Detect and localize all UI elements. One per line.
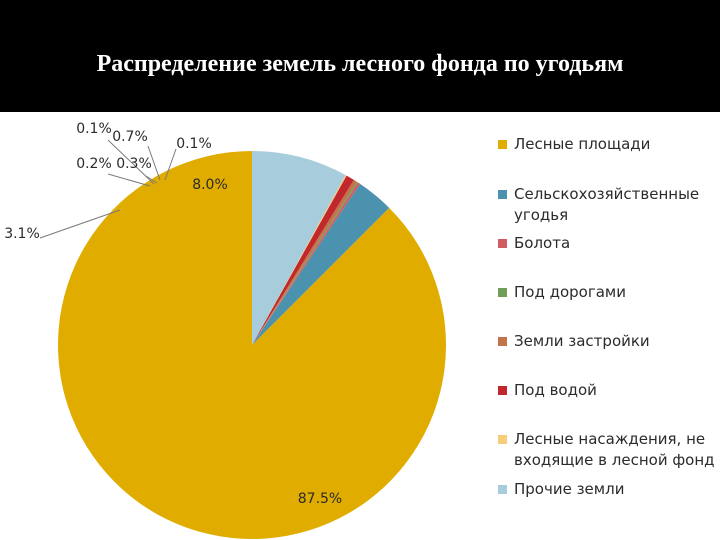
legend-item-roads: Под дорогами	[498, 282, 720, 303]
legend-item-forest-areas: Лесные площади	[498, 134, 720, 155]
legend-swatch	[498, 288, 507, 297]
legend-swatch	[498, 435, 507, 444]
leader-line-swamps	[107, 173, 151, 187]
legend-label: Под водой	[514, 381, 597, 399]
pie-slice-non-fund-forest	[252, 174, 347, 345]
legend-label: Болота	[514, 234, 571, 252]
legend-swatch	[498, 386, 507, 395]
data-label-swamps: 0.2%	[76, 156, 112, 172]
legend-item-built-up-land: Земли застройки	[498, 331, 720, 352]
pie-slice-under-water	[252, 175, 354, 345]
legend-label: Лесные площади	[514, 135, 651, 153]
legend-label: Земли застройки	[514, 332, 650, 350]
chart-title: Распределение земель лесного фонда по уг…	[96, 51, 624, 77]
title-bar	[0, 0, 720, 112]
pie-slice-swamps	[252, 182, 361, 345]
legend-swatch	[498, 140, 507, 149]
data-label-under-water: 0.7%	[112, 129, 148, 145]
legend-swatch	[498, 337, 507, 346]
legend-label: Сельскохозяйственные угодья	[514, 185, 700, 224]
leader-line-built-up-land	[145, 175, 158, 184]
legend-item-under-water: Под водой	[498, 380, 720, 401]
legend-item-non-fund-forest: Лесные насаждения, не входящие в лесной …	[498, 429, 720, 471]
leader-line-non-fund-forest	[164, 148, 177, 181]
data-label-non-fund-forest: 0.1%	[176, 136, 212, 152]
leader-line-under-water	[147, 145, 161, 181]
legend-item-agricultural-land: Сельскохозяйственные угодья	[498, 184, 720, 226]
legend-swatch	[498, 190, 507, 199]
data-label-forest-areas: 87.5%	[298, 491, 342, 507]
legend-item-other-land: Прочие земли	[498, 479, 720, 500]
data-label-built-up-land: 0.3%	[116, 156, 152, 172]
legend-label: Под дорогами	[514, 283, 626, 301]
legend-label: Прочие земли	[514, 480, 625, 498]
pie-slice-roads	[252, 181, 359, 345]
leader-line-agricultural-land	[39, 209, 121, 239]
data-label-agricultural-land: 3.1%	[4, 226, 40, 242]
pie-slice-other-land	[252, 151, 346, 345]
legend-item-swamps: Болота	[498, 233, 720, 254]
legend-label: Лесные насаждения, не входящие в лесной …	[514, 430, 715, 469]
data-label-roads: 0.1%	[76, 121, 112, 137]
pie-slice-built-up-land	[252, 179, 357, 345]
legend-swatch	[498, 485, 507, 494]
data-label-other-land: 8.0%	[192, 177, 228, 193]
pie-slice-agricultural-land	[252, 183, 390, 345]
legend-swatch	[498, 239, 507, 248]
